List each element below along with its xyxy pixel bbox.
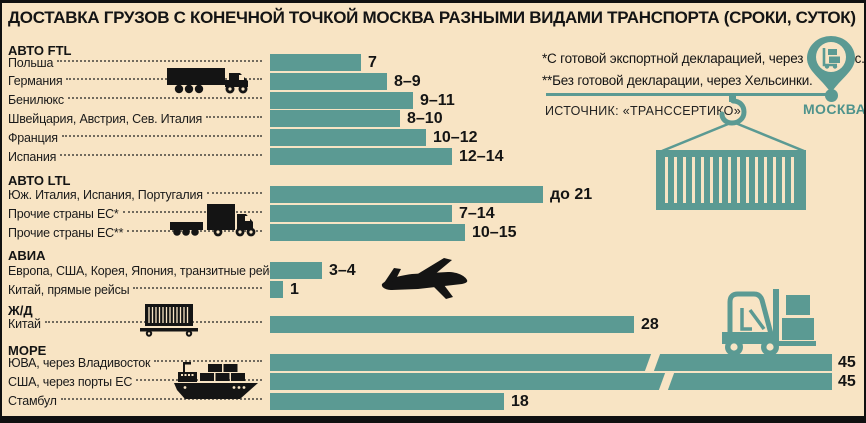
value-label: 28 (641, 315, 659, 333)
row-label: Юж. Италия, Испания, Португалия (8, 186, 266, 203)
row-label: Германия (8, 73, 266, 90)
bar (270, 205, 452, 222)
crane-beam-line (546, 93, 830, 96)
box-truck-icon (170, 204, 256, 237)
value-label: 8–9 (394, 72, 421, 90)
footnote-helsinki: **Без готовой декларации, через Хельсинк… (542, 73, 813, 88)
row-label-text: Китай, прямые рейсы (8, 282, 130, 297)
row-label-text: Польша (8, 55, 54, 70)
value-label: 3–4 (329, 262, 356, 279)
section-header: МОРЕ (8, 343, 47, 358)
value-label: 45 (838, 373, 856, 391)
value-label: 7–14 (459, 205, 495, 222)
bar (270, 281, 283, 298)
value-label: 45 (838, 354, 856, 371)
bar (270, 373, 832, 391)
moscow-map-pin-icon (807, 36, 855, 93)
row-label-text: Прочие страны ЕС** (8, 225, 124, 240)
row-label-text: Франция (8, 130, 58, 145)
crane-hook-icon (661, 94, 805, 152)
bar (270, 392, 504, 410)
dotted-leader (67, 97, 262, 100)
row-label-text: Прочие страны ЕС* (8, 206, 119, 221)
row-label-text: Стамбул (8, 394, 57, 409)
dotted-leader (60, 398, 262, 401)
ship-icon (174, 362, 258, 399)
footnote-vilnius: *С готовой экспортной декларацией, через… (542, 51, 865, 66)
dotted-leader (133, 286, 262, 289)
dotted-leader (61, 134, 262, 137)
semi-truck-icon (167, 68, 248, 94)
bar (270, 72, 387, 90)
dotted-leader (66, 78, 262, 81)
dotted-leader (154, 359, 262, 362)
right-border (864, 0, 866, 423)
value-label: 7 (368, 54, 377, 71)
value-label: до 21 (550, 186, 593, 203)
bar (270, 91, 413, 109)
dotted-leader (60, 153, 262, 156)
section-header: АВИА (8, 248, 46, 263)
row-label: Польша (8, 54, 266, 71)
bar (270, 129, 426, 147)
moscow-label: МОСКВА (803, 101, 866, 117)
row-label-text: Юж. Италия, Испания, Португалия (8, 187, 203, 202)
row-label-text: США, через порты ЕС (8, 374, 133, 389)
row-label: США, через порты ЕС (8, 373, 266, 390)
section-header: Ж/Д (8, 303, 33, 318)
bar (270, 186, 543, 203)
dotted-leader (57, 59, 262, 62)
dotted-leader (122, 210, 262, 213)
value-label: 8–10 (407, 110, 443, 128)
value-label: 10–15 (472, 224, 517, 241)
row-label-text: Германия (8, 74, 63, 89)
left-border (0, 0, 2, 423)
source-label: ИСТОЧНИК: «ТРАНССЕРТИКО». (545, 104, 745, 118)
moscow-point-dot (825, 89, 838, 102)
dotted-leader (136, 378, 262, 381)
bar (270, 354, 832, 371)
row-label: Испания (8, 148, 266, 165)
bottom-border (0, 416, 866, 423)
bar (270, 148, 452, 165)
row-label-text: Китай (8, 317, 41, 331)
bar (270, 110, 400, 128)
row-label: Европа, США, Корея, Япония, транзитные р… (8, 262, 295, 279)
row-label: Китай, прямые рейсы (8, 281, 266, 298)
value-label: 1 (290, 281, 299, 298)
plane-icon (381, 258, 468, 299)
row-label-text: Швейцария, Австрия, Сев. Италия (8, 111, 203, 126)
row-label-text: Испания (8, 149, 57, 164)
row-label-text: Бенилюкс (8, 93, 64, 108)
row-label: Прочие страны ЕС* (8, 205, 266, 222)
row-label: ЮВА, через Владивосток (8, 354, 266, 371)
row-label: Швейцария, Австрия, Сев. Италия (8, 110, 266, 127)
value-label: 18 (511, 392, 529, 410)
bar (270, 224, 465, 241)
bar (270, 54, 361, 71)
row-label: Китай (8, 316, 266, 333)
bar (270, 315, 634, 333)
row-label-text: Европа, США, Корея, Япония, транзитные р… (8, 263, 285, 278)
top-border (0, 0, 866, 3)
dotted-leader (206, 115, 262, 118)
row-label-text: ЮВА, через Владивосток (8, 355, 151, 370)
row-label: Бенилюкс (8, 92, 266, 109)
shipping-container-icon (656, 150, 806, 210)
value-label: 9–11 (420, 91, 455, 109)
rail-container-icon (140, 304, 198, 337)
section-header: АВТО FTL (8, 43, 72, 58)
value-label: 10–12 (433, 129, 478, 147)
dotted-leader (206, 191, 262, 194)
row-label: Стамбул (8, 393, 266, 410)
row-label: Франция (8, 129, 266, 146)
page-title: ДОСТАВКА ГРУЗОВ С КОНЕЧНОЙ ТОЧКОЙ МОСКВА… (8, 8, 856, 27)
section-header: АВТО LTL (8, 173, 71, 188)
value-label: 12–14 (459, 148, 504, 165)
forklift-icon (722, 289, 816, 356)
container-corrugation (665, 157, 797, 203)
bar (270, 262, 322, 279)
